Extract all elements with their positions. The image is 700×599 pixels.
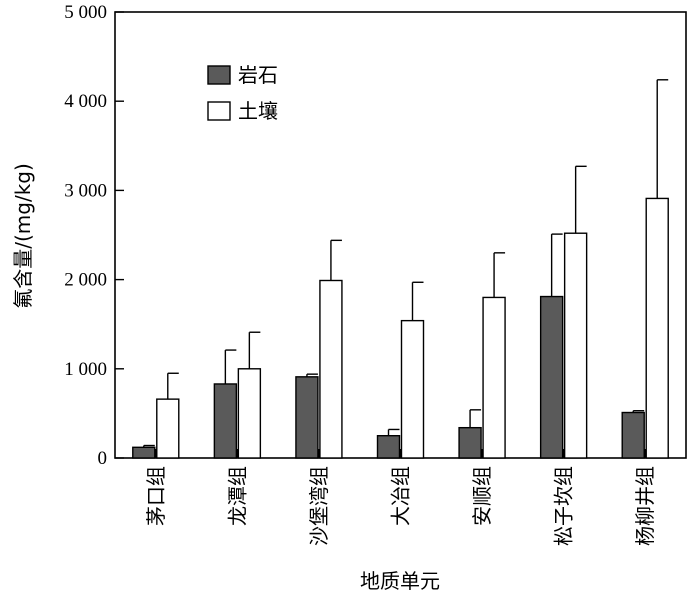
legend-label: 岩石 bbox=[238, 63, 278, 87]
plot-frame bbox=[114, 11, 687, 459]
bar-rock bbox=[539, 295, 564, 459]
y-tick-label: 4 000 bbox=[64, 91, 107, 112]
bar-soil bbox=[400, 319, 425, 459]
category-label: 安顺组 bbox=[470, 466, 494, 526]
bar-rock bbox=[621, 411, 645, 459]
category-label: 大冶组 bbox=[389, 466, 413, 526]
bar-rock bbox=[376, 435, 401, 459]
bar-soil bbox=[563, 232, 588, 459]
category-label: 茅口组 bbox=[144, 466, 168, 526]
y-axis: 0 1 000 2 000 3 000 4 000 5 000 bbox=[64, 2, 124, 469]
y-tick-label: 2 000 bbox=[64, 270, 107, 291]
category-label: 龙潭组 bbox=[225, 466, 249, 526]
bars bbox=[132, 79, 669, 459]
x-axis-title: 地质单元 bbox=[360, 569, 440, 593]
bar-rock bbox=[213, 383, 238, 459]
legend-label: 土壤 bbox=[238, 99, 278, 123]
y-tick-label: 3 000 bbox=[64, 180, 107, 201]
bar-soil bbox=[156, 398, 180, 459]
y-tick-label: 0 bbox=[98, 448, 108, 469]
legend-swatch bbox=[207, 65, 231, 85]
category-label: 松子坎组 bbox=[552, 466, 576, 546]
plot-border bbox=[114, 11, 687, 459]
bar-rock bbox=[295, 376, 319, 459]
category-label: 杨柳井组 bbox=[633, 466, 657, 546]
legend-swatch bbox=[207, 101, 231, 121]
bar-soil bbox=[319, 279, 343, 459]
category-label: 沙堡湾组 bbox=[307, 466, 331, 546]
y-tick-label: 1 000 bbox=[64, 359, 107, 380]
y-tick-label: 5 000 bbox=[64, 2, 107, 23]
x-axis: 茅口组 龙潭组 沙堡湾组 大冶组 安顺组 松子坎组 杨柳井组 bbox=[144, 449, 657, 546]
y-axis-title: 氟含量/(mg/kg) bbox=[11, 163, 35, 309]
bar-rock bbox=[458, 426, 482, 459]
bar-soil bbox=[645, 197, 669, 459]
bar-rock bbox=[132, 446, 156, 459]
bar-soil bbox=[237, 368, 262, 459]
bar-soil bbox=[482, 296, 506, 459]
